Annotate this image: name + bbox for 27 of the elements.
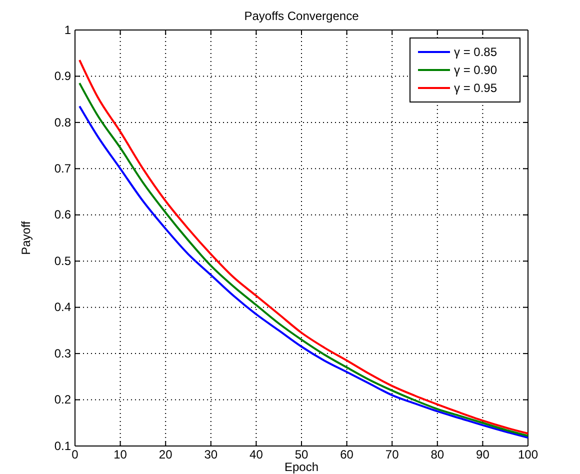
y-tick-label: 1 [64, 22, 72, 37]
x-tick-label: 0 [72, 448, 79, 462]
x-tick-label: 90 [476, 448, 490, 462]
x-tick-label: 100 [518, 448, 538, 462]
y-tick-label: 0.6 [54, 208, 72, 222]
x-tick-label: 50 [294, 448, 308, 462]
y-tick-label: 0.3 [54, 346, 72, 360]
x-tick-label: 80 [430, 448, 444, 462]
y-tick-label: 0.9 [54, 69, 72, 84]
y-tick-label: 0.8 [54, 115, 72, 130]
y-axis-title: Payoff [19, 220, 33, 255]
y-tick-label: 0.4 [54, 300, 72, 314]
chart-title: Payoffs Convergence [244, 9, 360, 23]
x-tick-label: 10 [114, 448, 128, 462]
x-tick-label: 30 [204, 448, 218, 462]
legend-label: γ = 0.85 [454, 45, 498, 59]
legend-label: γ = 0.90 [454, 63, 498, 77]
x-tick-label: 60 [340, 448, 354, 462]
y-tick-label: 0.2 [54, 392, 72, 407]
x-tick-label: 70 [385, 448, 400, 462]
legend-label: γ = 0.95 [454, 81, 498, 95]
x-tick-label: 20 [158, 448, 173, 462]
y-tick-label: 0.1 [54, 438, 72, 453]
x-tick-label: 40 [250, 448, 264, 462]
x-axis-title: Epoch [284, 460, 319, 474]
y-tick-label: 0.7 [54, 162, 72, 176]
y-tick-label: 0.5 [54, 254, 72, 268]
